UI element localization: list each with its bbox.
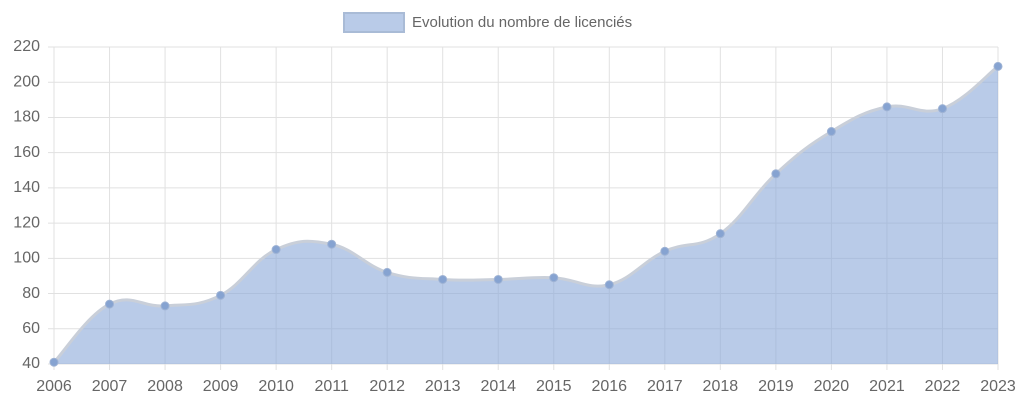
x-tick-label: 2016: [591, 378, 627, 395]
x-tick-label: 2022: [925, 378, 961, 395]
area: [54, 66, 998, 364]
y-tick-label: 80: [22, 285, 40, 302]
point: [382, 267, 392, 277]
x-tick-label: 2006: [36, 378, 72, 395]
x-tick-label: 2010: [258, 378, 294, 395]
y-tick-label: 220: [13, 38, 40, 55]
x-tick-label: 2007: [92, 378, 128, 395]
point: [993, 61, 1003, 71]
y-tick-label: 140: [13, 179, 40, 196]
x-tick-label: 2023: [980, 378, 1016, 395]
line: [52, 65, 999, 364]
point: [216, 290, 226, 300]
point: [715, 229, 725, 239]
point: [882, 102, 892, 112]
x-tick-label: 2018: [703, 378, 739, 395]
x-tick-label: 2020: [814, 378, 850, 395]
x-tick-label: 2017: [647, 378, 683, 395]
y-tick-label: 120: [13, 214, 40, 231]
point: [937, 104, 947, 114]
y-tick-label: 200: [13, 73, 40, 90]
x-tick-label: 2021: [869, 378, 905, 395]
point: [493, 274, 503, 284]
x-tick-label: 2011: [314, 378, 349, 395]
x-tick-label: 2012: [369, 378, 405, 395]
x-tick-label: 2013: [425, 378, 461, 395]
point: [327, 239, 337, 249]
point: [105, 299, 115, 309]
point: [604, 280, 614, 290]
y-tick-label: 40: [22, 355, 40, 372]
point: [271, 245, 281, 255]
legend-swatch[interactable]: [343, 12, 405, 33]
point: [771, 169, 781, 179]
point: [160, 301, 170, 311]
y-tick-label: 100: [13, 250, 40, 267]
x-tick-label: 2019: [758, 378, 794, 395]
y-tick-label: 60: [22, 320, 40, 337]
x-tick-label: 2008: [147, 378, 183, 395]
legend-label[interactable]: Evolution du nombre de licenciés: [412, 14, 632, 31]
point: [660, 246, 670, 256]
y-tick-label: 160: [13, 144, 40, 161]
point: [549, 273, 559, 283]
y-tick-label: 180: [13, 109, 40, 126]
x-tick-label: 2014: [480, 378, 516, 395]
point: [826, 127, 836, 137]
point: [438, 274, 448, 284]
point: [49, 357, 59, 367]
x-tick-label: 2015: [536, 378, 572, 395]
x-tick-label: 2009: [203, 378, 239, 395]
